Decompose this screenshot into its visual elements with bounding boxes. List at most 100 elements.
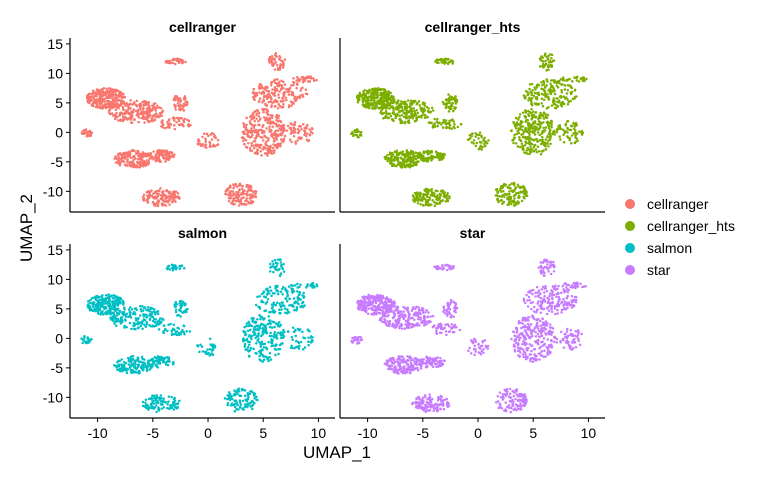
data-point: [263, 346, 266, 349]
data-point: [279, 133, 282, 136]
data-point: [531, 89, 534, 92]
data-point: [266, 348, 269, 351]
data-point: [263, 96, 266, 99]
data-point: [270, 335, 273, 338]
data-point: [420, 203, 423, 206]
data-point: [449, 124, 452, 127]
data-point: [279, 331, 282, 334]
data-point: [92, 90, 95, 93]
data-point: [179, 103, 182, 106]
data-point: [176, 303, 179, 306]
data-point: [275, 290, 278, 293]
data-point: [269, 123, 272, 126]
data-point: [273, 326, 276, 329]
data-point: [174, 96, 177, 99]
data-point: [264, 104, 267, 107]
data-point: [291, 339, 294, 342]
data-point: [533, 95, 536, 98]
data-point: [566, 79, 569, 82]
data-point: [564, 97, 567, 100]
data-point: [171, 330, 174, 333]
y-tick-label: 10: [47, 65, 63, 81]
data-point: [173, 103, 176, 106]
data-point: [483, 139, 486, 142]
data-point: [274, 122, 277, 125]
data-point: [545, 69, 548, 72]
data-point: [166, 330, 169, 333]
data-point: [558, 135, 561, 138]
data-point: [521, 148, 524, 151]
data-point: [224, 190, 227, 193]
data-point: [571, 134, 574, 137]
data-point: [140, 117, 143, 120]
data-point: [518, 191, 521, 194]
data-point: [268, 61, 271, 64]
data-point: [524, 116, 527, 119]
data-point: [440, 190, 443, 193]
data-point: [549, 83, 552, 86]
data-point: [451, 119, 454, 122]
data-point: [237, 408, 240, 411]
data-point: [243, 406, 246, 409]
data-point: [545, 148, 548, 151]
data-point: [128, 308, 131, 311]
data-point: [424, 114, 427, 117]
data-point: [142, 196, 145, 199]
data-point: [266, 98, 269, 101]
data-point: [535, 111, 538, 114]
data-point: [266, 357, 269, 360]
data-point: [123, 96, 126, 99]
data-point: [143, 318, 146, 321]
data-point: [376, 94, 379, 97]
data-point: [217, 139, 220, 142]
data-point: [228, 197, 231, 200]
scatter-points: [80, 258, 318, 413]
data-point: [252, 404, 255, 407]
data-point: [112, 320, 115, 323]
data-point: [453, 127, 456, 130]
data-point: [130, 316, 133, 319]
data-point: [259, 327, 262, 330]
data-point: [140, 367, 143, 370]
facet-title: star: [460, 225, 486, 241]
data-point: [443, 193, 446, 196]
data-point: [275, 52, 278, 55]
data-point: [540, 143, 543, 146]
data-point: [252, 401, 255, 404]
data-point: [357, 99, 360, 102]
data-point: [419, 191, 422, 194]
data-point: [250, 200, 253, 203]
data-point: [90, 307, 93, 310]
data-point: [510, 203, 513, 206]
data-point: [574, 134, 577, 137]
data-point: [553, 102, 556, 105]
data-point: [445, 127, 448, 130]
data-point: [160, 125, 163, 128]
data-point: [445, 119, 448, 122]
x-tick-label: -10: [87, 425, 107, 441]
data-point: [231, 402, 234, 405]
data-point: [262, 355, 265, 358]
data-point: [154, 203, 157, 206]
data-point: [451, 104, 454, 107]
data-point: [293, 290, 296, 293]
data-point: [160, 107, 163, 110]
data-point: [393, 101, 396, 104]
data-point: [526, 147, 529, 150]
y-tick-label: 0: [55, 330, 63, 346]
data-point: [390, 160, 393, 163]
data-point: [244, 395, 247, 398]
data-point: [307, 344, 310, 347]
data-point: [129, 165, 132, 168]
data-point: [242, 408, 245, 411]
data-point: [158, 409, 161, 412]
data-point: [273, 140, 276, 143]
data-point: [151, 155, 154, 158]
data-point: [282, 87, 285, 90]
data-point: [551, 132, 554, 135]
data-point: [269, 117, 272, 120]
data-point: [245, 203, 248, 206]
data-point: [549, 130, 552, 133]
data-point: [287, 330, 290, 333]
data-point: [277, 93, 280, 96]
